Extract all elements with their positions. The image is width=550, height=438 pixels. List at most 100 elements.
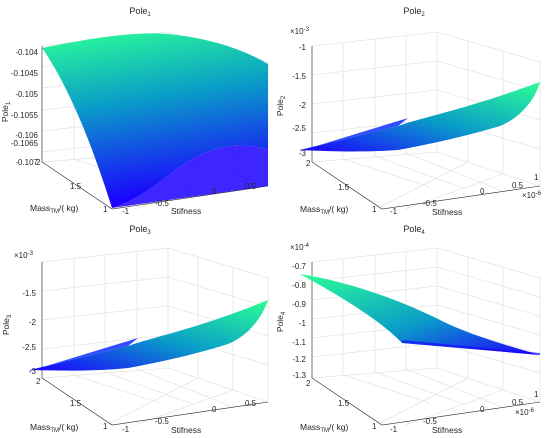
- surface-edge-pole-1: [112, 145, 268, 208]
- subplot-pole-4: Pole4 ×10-4 -0.7 -0.8 -0.9 -1 -1.1 -1.2 …: [275, 224, 541, 435]
- x-tick: 0: [212, 187, 217, 196]
- z-exponent-pole-3: ×10-3: [14, 251, 34, 260]
- y-ticks-pole-2: 2 1.5 1: [306, 159, 377, 214]
- z-exponent-pole-2: ×10-3: [290, 27, 310, 36]
- x-tick: 1: [534, 390, 539, 399]
- x-tick: -1: [122, 425, 130, 434]
- x-tick: -1: [390, 425, 398, 434]
- surface-edge-pole-3: [30, 338, 138, 371]
- subplot-pole-2: Pole2 ×10-3 -1 -1.5 -2 -2.5 -3 Pole2 2 1…: [275, 6, 542, 217]
- axes-pole-3: [41, 262, 269, 426]
- x-tick: -0.5: [423, 199, 437, 208]
- surface-pole-1: [42, 33, 268, 209]
- x-tick: 0.5: [512, 181, 524, 190]
- x-tick: -0.5: [155, 199, 169, 208]
- z-tick: -0.1065: [11, 139, 39, 148]
- axes-pole-2: [311, 46, 541, 210]
- z-tick: -1.5: [292, 72, 306, 81]
- x-tick: 0.5: [512, 398, 524, 407]
- z-tick: -0.9: [292, 300, 306, 309]
- zlabel-pole-1: Pole1: [0, 101, 12, 122]
- x-ticks-pole-1: -1 -0.5 0 0.5: [122, 182, 257, 216]
- surface-pole-3: [30, 300, 268, 371]
- x-tick: 0.5: [245, 182, 257, 191]
- z-tick: -0.104: [15, 48, 38, 57]
- ylabel-pole-1: MassTM/( kg): [30, 203, 79, 215]
- y-tick: 1: [372, 422, 377, 431]
- z-ticks-pole-4: -0.7 -0.8 -0.9 -1 -1.1 -1.2 -1.3: [292, 262, 306, 380]
- zlabel-pole-4: Pole4: [275, 311, 287, 332]
- x-ticks-pole-2: -1 -0.5 0 0.5 1: [390, 173, 539, 216]
- svg-text:Pole2: Pole2: [403, 6, 425, 18]
- ylabel-pole-3: MassTM/( kg): [30, 422, 79, 434]
- svg-text:×10-3: ×10-3: [290, 27, 310, 36]
- z-tick: -0.106: [15, 131, 38, 140]
- axes-pole-1: [41, 46, 269, 210]
- xlabel-pole-3: Stifness: [171, 425, 201, 435]
- svg-text:Pole1: Pole1: [0, 101, 12, 122]
- z-tick: -0.8: [292, 281, 306, 290]
- x-ticks-pole-4: -1 -0.5 0 0.5 1: [390, 390, 539, 434]
- y-tick: 1: [103, 205, 108, 214]
- y-tick: 1: [372, 205, 377, 214]
- z-tick: -2: [299, 101, 307, 110]
- x-exponent-pole-2: ×10-6: [522, 191, 542, 200]
- title-pole-1: Pole1: [129, 6, 151, 18]
- z-tick: -1.5: [22, 289, 36, 298]
- x-ticks-pole-3: -1 -0.5 0 0.5: [122, 399, 257, 434]
- z-tick: -1.3: [292, 371, 306, 380]
- y-tick: 1.5: [338, 399, 350, 408]
- z-tick: -2: [29, 318, 37, 327]
- z-ticks-pole-1: -0.104 -0.1045 -0.105 -0.1055 -0.106 -0.…: [11, 48, 39, 167]
- surface-edge-pole-2: [300, 118, 408, 151]
- z-tick: -0.7: [292, 262, 306, 271]
- x-tick: -0.5: [423, 417, 437, 426]
- svg-text:Pole3: Pole3: [129, 224, 151, 236]
- x-tick: 1: [534, 173, 539, 182]
- title-pole-2: Pole2: [403, 6, 425, 18]
- x-tick: 0: [480, 187, 485, 196]
- svg-text:MassTM/( kg): MassTM/( kg): [30, 422, 79, 434]
- y-tick: 2: [36, 377, 41, 386]
- x-exponent-pole-4: ×10-6: [515, 408, 535, 417]
- y-ticks-pole-1: 2 1.5 1: [36, 158, 108, 214]
- x-tick: -0.5: [155, 417, 169, 426]
- xlabel-pole-4: Stifness: [432, 425, 462, 435]
- svg-text:Pole4: Pole4: [275, 311, 287, 332]
- x-tick: 0: [480, 405, 485, 414]
- svg-text:Pole2: Pole2: [275, 95, 287, 116]
- x-tick: -1: [390, 207, 398, 216]
- title-pole-3: Pole3: [129, 224, 151, 236]
- y-tick: 2: [306, 159, 311, 168]
- z-tick: -2.5: [292, 124, 306, 133]
- y-tick: 1.5: [70, 182, 82, 191]
- svg-text:×10-6: ×10-6: [522, 191, 542, 200]
- y-tick: 2: [306, 379, 311, 388]
- surface-pole-4: [300, 274, 540, 355]
- surface-pole-2: [300, 82, 540, 152]
- zlabel-pole-2: Pole2: [275, 95, 287, 116]
- z-tick: -0.1055: [11, 111, 39, 120]
- z-tick: -1.1: [292, 338, 306, 347]
- svg-text:×10-6: ×10-6: [515, 408, 535, 417]
- svg-text:×10-4: ×10-4: [290, 243, 310, 252]
- svg-text:Pole4: Pole4: [403, 224, 425, 236]
- z-tick: -2.5: [22, 343, 36, 352]
- z-tick: -0.105: [15, 90, 38, 99]
- y-tick: 1: [103, 422, 108, 431]
- svg-text:Pole1: Pole1: [129, 6, 151, 18]
- title-pole-4: Pole4: [403, 224, 425, 236]
- z-tick: -1: [299, 43, 307, 52]
- surface-edge-pole-4: [402, 340, 540, 355]
- ylabel-pole-2: MassTM/( kg): [300, 204, 349, 216]
- z-tick: -1.2: [292, 355, 306, 364]
- z-tick: -3: [299, 149, 307, 158]
- x-tick: 0.5: [245, 399, 257, 408]
- y-ticks-pole-4: 2 1.5 1: [306, 379, 377, 431]
- svg-text:Pole3: Pole3: [1, 314, 13, 335]
- z-ticks-pole-2: -1 -1.5 -2 -2.5 -3: [292, 43, 306, 158]
- z-tick: -0.107: [15, 158, 38, 167]
- y-ticks-pole-3: 2 1.5 1: [36, 377, 108, 431]
- z-tick: -3: [29, 367, 37, 376]
